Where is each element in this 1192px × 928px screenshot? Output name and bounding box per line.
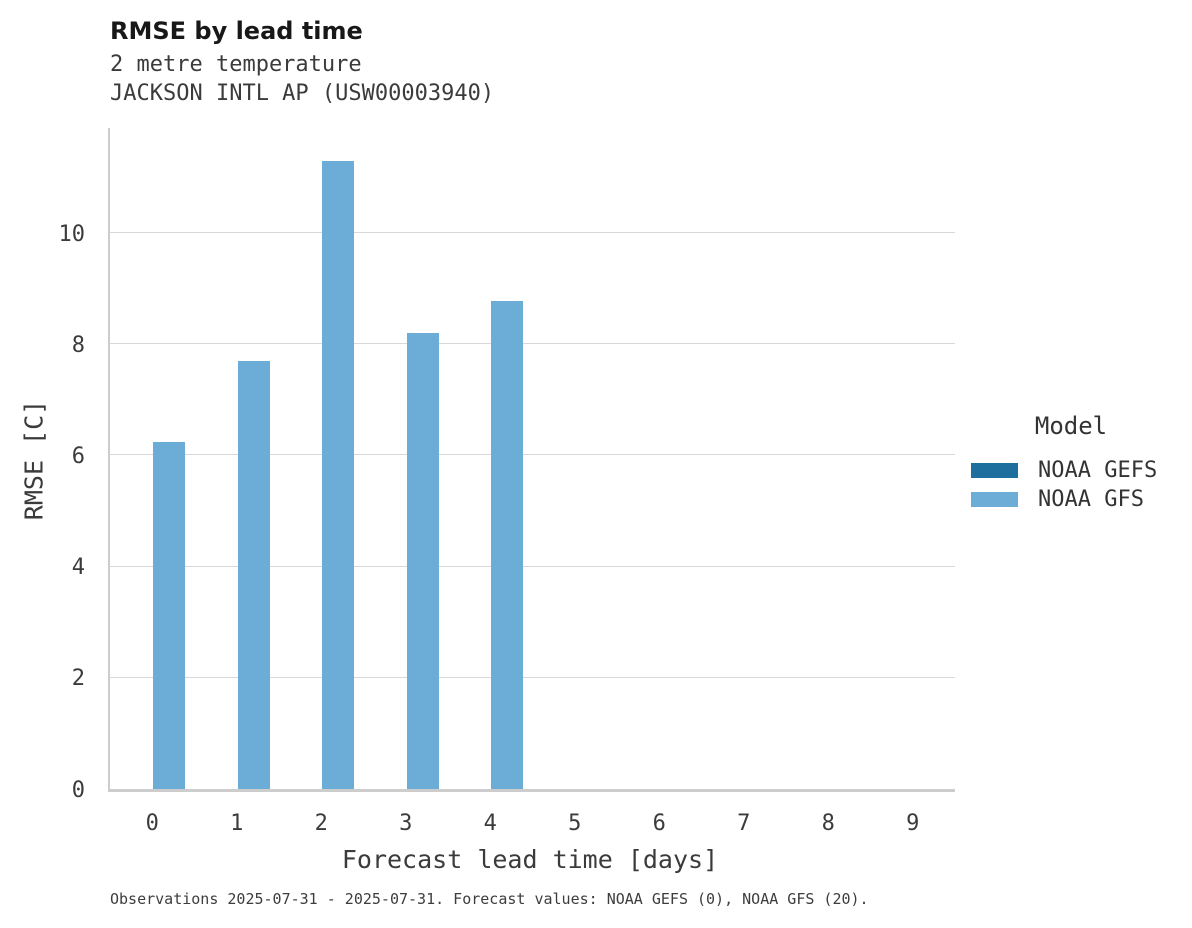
y-tick-label-2: 2 [71, 666, 85, 692]
x-tick-label-1: 1 [230, 811, 244, 836]
x-tick-label-8: 8 [821, 811, 835, 836]
y-tick-label-10: 10 [58, 221, 86, 247]
noaa-gfs-swatch-icon [971, 492, 1018, 507]
legend-entry-noaa-gefs: NOAA GEFS [971, 456, 1176, 485]
legend-label-noaa-gefs: NOAA GEFS [1038, 458, 1158, 483]
y-tick-label-6: 6 [71, 443, 85, 469]
gridline-y-10 [110, 232, 955, 234]
legend-entry-noaa-gfs: NOAA GFS [971, 485, 1176, 514]
bar-noaa-gfs-lead-4 [491, 301, 524, 789]
gridline-y-2 [110, 676, 955, 678]
noaa-gefs-swatch-icon [971, 463, 1018, 478]
gridline-y-6 [110, 454, 955, 456]
x-tick-label-3: 3 [399, 811, 413, 836]
x-axis-title: Forecast lead time [days] [341, 845, 719, 874]
legend-title: Model [1034, 412, 1108, 440]
gridline-y-8 [110, 343, 955, 345]
bar-noaa-gfs-lead-3 [406, 333, 439, 789]
bar-noaa-gfs-lead-2 [322, 160, 355, 789]
x-tick-label-2: 2 [314, 811, 328, 836]
y-tick-label-8: 8 [71, 332, 85, 358]
x-tick-label-5: 5 [568, 811, 582, 836]
plot-area [108, 128, 955, 792]
x-tick-label-4: 4 [483, 811, 497, 836]
bar-noaa-gfs-lead-1 [237, 360, 270, 789]
chart-title: RMSE by lead time [110, 17, 363, 45]
chart-subtitle-variable: 2 metre temperature [110, 52, 362, 77]
legend: Model NOAA GEFS NOAA GFS [966, 412, 1176, 514]
chart-subtitle-station: JACKSON INTL AP (USW00003940) [110, 81, 495, 106]
x-tick-label-9: 9 [906, 811, 920, 836]
x-tick-label-7: 7 [737, 811, 751, 836]
x-tick-label-0: 0 [145, 811, 159, 836]
gridline-y-4 [110, 565, 955, 567]
y-tick-label-4: 4 [71, 555, 85, 581]
chart-caption: Observations 2025-07-31 - 2025-07-31. Fo… [110, 890, 869, 908]
bar-noaa-gfs-lead-0 [153, 441, 186, 789]
x-tick-label-6: 6 [652, 811, 666, 836]
legend-label-noaa-gfs: NOAA GFS [1038, 487, 1144, 512]
y-tick-label-0: 0 [71, 777, 85, 803]
